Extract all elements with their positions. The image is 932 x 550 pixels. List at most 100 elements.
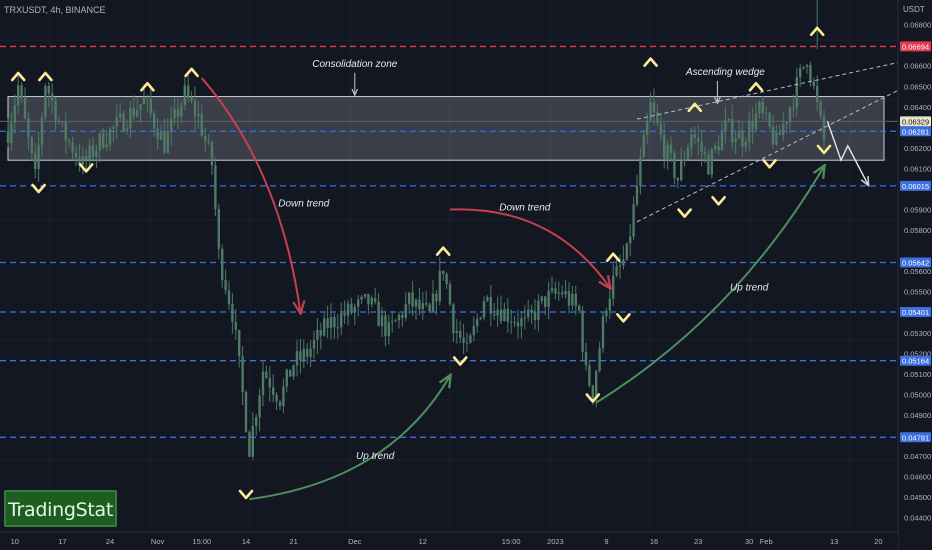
candle-body: [686, 147, 690, 160]
x-tick-label: 15:00: [192, 537, 211, 546]
y-tick-label: 0.06100: [904, 164, 931, 173]
candle-body: [234, 321, 237, 331]
candle-body: [513, 322, 516, 324]
y-tick-label: 0.06200: [904, 144, 931, 153]
swing-low-chevron: [238, 489, 254, 500]
candle-body: [108, 128, 112, 145]
swing-high-chevron: [643, 57, 658, 67]
price-tag-label: 0.06281: [902, 127, 929, 136]
candle-body: [224, 279, 227, 291]
candle-body: [550, 288, 554, 292]
candle-body: [129, 108, 132, 129]
candle-body: [102, 133, 105, 148]
candle-body: [666, 144, 669, 159]
candle-body: [503, 308, 506, 322]
y-tick-label: 0.05100: [904, 370, 931, 379]
x-tick-label: 2023: [547, 537, 564, 546]
candle-body: [214, 165, 217, 210]
y-tick-label: 0.06800: [904, 21, 931, 30]
candle-body: [465, 342, 469, 344]
candle-body: [125, 128, 129, 132]
candle-body: [346, 303, 350, 316]
y-tick-label: 0.06400: [904, 103, 931, 112]
candle-body: [737, 130, 741, 139]
support-price-tag: [900, 180, 931, 191]
candle-body: [85, 155, 88, 160]
candle-body: [295, 351, 299, 366]
swing-high-chevron: [605, 252, 621, 263]
price-tag-label: 0.05642: [902, 259, 929, 268]
candle-body: [132, 108, 135, 117]
candle-body: [248, 431, 251, 457]
x-tick-label: Dec: [348, 537, 362, 546]
swing-low-chevron: [816, 144, 832, 155]
candle-body: [785, 122, 788, 124]
swing-high-chevron: [10, 71, 26, 82]
candle-body: [778, 132, 781, 135]
candle-body: [54, 100, 57, 122]
candle-body: [360, 296, 363, 300]
candle-body: [615, 266, 618, 276]
candle-body: [285, 369, 288, 387]
support-price-tag: [900, 307, 931, 318]
candle-body: [64, 122, 67, 141]
candle-body: [455, 330, 458, 333]
price-tag-label: 0.05164: [902, 357, 929, 366]
candle-body: [411, 292, 414, 307]
candle-body: [571, 293, 574, 306]
candle-body: [258, 395, 261, 418]
support-price-tag: [900, 126, 931, 137]
candle-body: [47, 86, 50, 94]
candle-body: [265, 371, 268, 378]
candle-body: [642, 134, 645, 158]
candle-body: [544, 296, 547, 307]
candle-body: [469, 335, 472, 343]
candle-body: [187, 85, 190, 98]
candle-body: [68, 140, 71, 143]
candle-body: [421, 303, 424, 310]
candle-body: [37, 144, 40, 169]
candle-body: [809, 64, 812, 82]
candle-body: [564, 291, 567, 295]
x-tick-label: Feb: [760, 537, 773, 546]
candle-body: [595, 371, 598, 399]
candle-body: [190, 97, 193, 101]
candle-body: [289, 369, 292, 377]
candle-body: [119, 113, 122, 118]
candle-body: [788, 107, 792, 123]
candle-body: [391, 321, 394, 323]
candle-body: [384, 315, 387, 337]
y-tick-label: 0.04400: [904, 514, 931, 523]
candle-body: [363, 293, 367, 297]
candle-body: [659, 123, 662, 135]
candle-body: [394, 320, 397, 322]
candle-body: [397, 314, 401, 321]
candle-body: [520, 318, 523, 327]
swing-low-chevron: [677, 208, 692, 218]
candle-body: [357, 299, 360, 307]
candle-body: [523, 317, 526, 319]
candle-body: [510, 321, 513, 323]
candle-body: [404, 304, 407, 318]
candle-body: [34, 153, 37, 169]
candle-body: [44, 86, 47, 118]
symbol-label: TRXUSDT, 4h, BINANCE: [4, 5, 106, 15]
candle-body: [646, 120, 649, 135]
y-tick-label: 0.05600: [904, 267, 931, 276]
candle-body: [163, 131, 166, 153]
support-price-tag: [900, 432, 931, 443]
x-tick-label: 12: [419, 537, 427, 546]
y-tick-label: 0.04500: [904, 493, 931, 502]
price-tag-label: 0.06329: [902, 117, 929, 126]
candle-body: [387, 322, 390, 337]
price-tag-label: 0.06015: [902, 182, 929, 191]
candle-body: [278, 401, 282, 407]
candle-body: [217, 209, 220, 249]
candle-body: [170, 118, 173, 132]
swing-high-chevron: [748, 81, 764, 92]
candle-body: [153, 113, 156, 129]
candle-body: [333, 317, 336, 328]
candle-body: [795, 77, 798, 108]
candle-body: [499, 309, 503, 322]
